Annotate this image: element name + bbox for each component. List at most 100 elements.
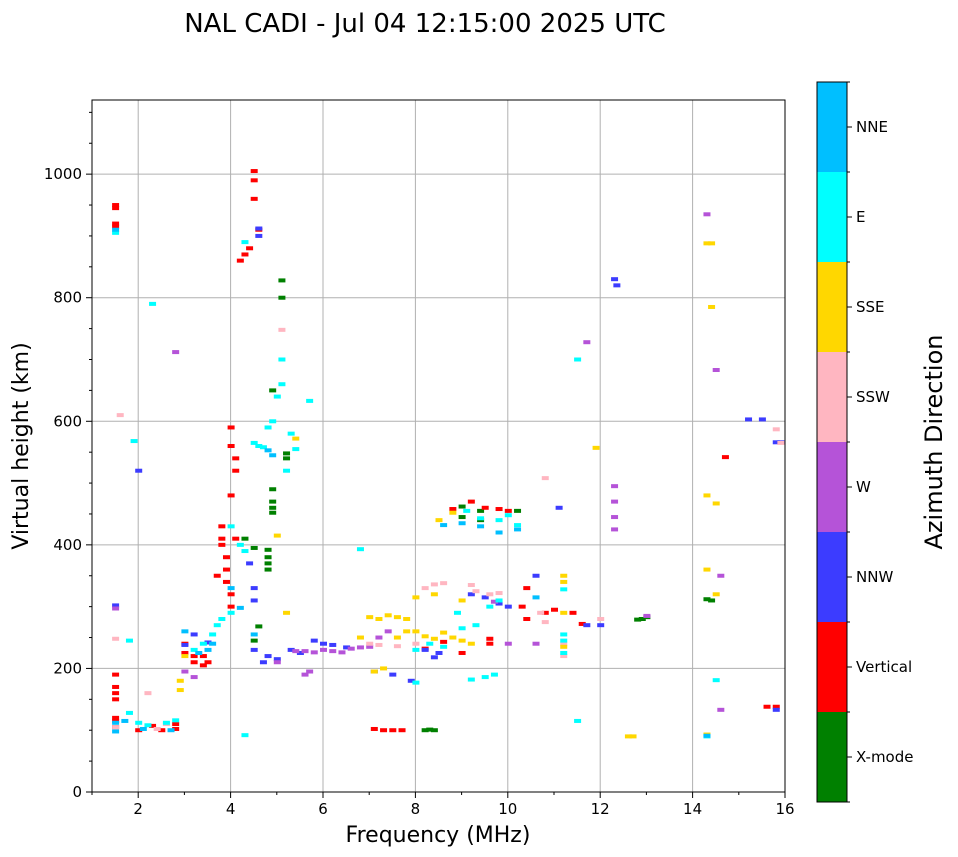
data-point [121, 718, 129, 723]
data-point [490, 672, 498, 677]
colorbar-tick-label: NNE [856, 118, 888, 136]
data-point [338, 650, 346, 655]
data-point [440, 630, 448, 635]
data-point [703, 597, 711, 602]
data-point [569, 610, 577, 615]
data-point [241, 536, 249, 541]
data-point [125, 638, 133, 643]
data-point [412, 641, 420, 646]
data-point [495, 518, 503, 523]
data-point [296, 650, 304, 655]
data-point [259, 660, 267, 665]
x-tick-label: 10 [498, 800, 517, 818]
data-point [597, 623, 605, 628]
data-point [112, 697, 120, 702]
data-point [232, 456, 240, 461]
data-point [611, 484, 619, 489]
data-point [264, 555, 272, 560]
data-point [717, 573, 725, 578]
data-point [310, 650, 318, 655]
data-point [236, 605, 244, 610]
y-tick-label: 0 [72, 783, 82, 801]
data-point [495, 601, 503, 606]
data-point [227, 444, 235, 448]
data-point [560, 579, 568, 584]
data-point [624, 734, 632, 739]
series-ssw [112, 327, 785, 731]
data-point [149, 301, 157, 306]
data-point [329, 649, 337, 654]
data-point [481, 595, 489, 600]
data-point [190, 675, 198, 680]
data-point [611, 515, 619, 520]
data-point [310, 638, 318, 643]
data-point [495, 530, 503, 535]
data-point [227, 586, 235, 591]
data-point [712, 592, 720, 597]
colorbar-frame [816, 81, 848, 803]
data-point [306, 398, 314, 403]
data-point [375, 642, 383, 647]
data-point [449, 510, 457, 515]
data-point [218, 542, 226, 547]
data-point [537, 610, 545, 615]
data-point [250, 545, 258, 550]
data-point [463, 508, 471, 513]
data-point [421, 647, 429, 652]
data-point [578, 621, 586, 626]
data-point [273, 657, 281, 662]
data-point [708, 598, 716, 603]
data-point [435, 518, 443, 523]
data-point [532, 641, 540, 646]
colorbar-tick-label: SSW [856, 388, 890, 406]
data-point [440, 644, 448, 649]
data-point [412, 680, 420, 685]
data-point [227, 425, 235, 430]
data-point [638, 617, 646, 621]
data-point [763, 704, 771, 709]
data-point [366, 644, 374, 649]
y-tick-label: 600 [53, 412, 82, 430]
data-point [583, 340, 591, 345]
data-point [370, 669, 378, 674]
data-point [440, 639, 448, 644]
data-point [250, 638, 258, 643]
data-points [112, 169, 785, 739]
x-tick-label: 12 [591, 800, 610, 818]
data-point [112, 715, 120, 720]
data-point [486, 592, 494, 597]
data-point [458, 626, 466, 631]
data-point [514, 523, 522, 528]
data-point [440, 523, 448, 528]
series-x-mode [241, 278, 716, 733]
data-point [241, 240, 249, 245]
data-point [504, 513, 512, 518]
data-point [218, 617, 226, 621]
y-axis-label: Virtual height (km) [9, 342, 34, 549]
data-point [112, 606, 120, 611]
data-point [269, 510, 277, 515]
colorbar-segment [817, 442, 847, 532]
data-point [467, 677, 475, 682]
data-point [514, 508, 522, 513]
data-point [708, 304, 716, 309]
data-point [412, 647, 420, 652]
data-point [703, 241, 711, 246]
series-e [112, 230, 720, 739]
data-point [199, 654, 207, 659]
y-axis: 0 200 400 600 800 1000 [44, 111, 92, 801]
data-point [144, 723, 152, 728]
data-point [195, 650, 203, 655]
colorbar-segment [817, 352, 847, 442]
data-point [458, 650, 466, 655]
colorbar-tick-label: SSE [856, 298, 885, 316]
data-point [209, 632, 217, 637]
data-point [393, 644, 401, 649]
data-point [772, 704, 780, 709]
data-point [320, 641, 327, 646]
data-point [250, 196, 258, 201]
data-point [643, 613, 651, 618]
data-point [430, 655, 438, 660]
data-point [481, 675, 489, 680]
data-point [486, 604, 494, 609]
